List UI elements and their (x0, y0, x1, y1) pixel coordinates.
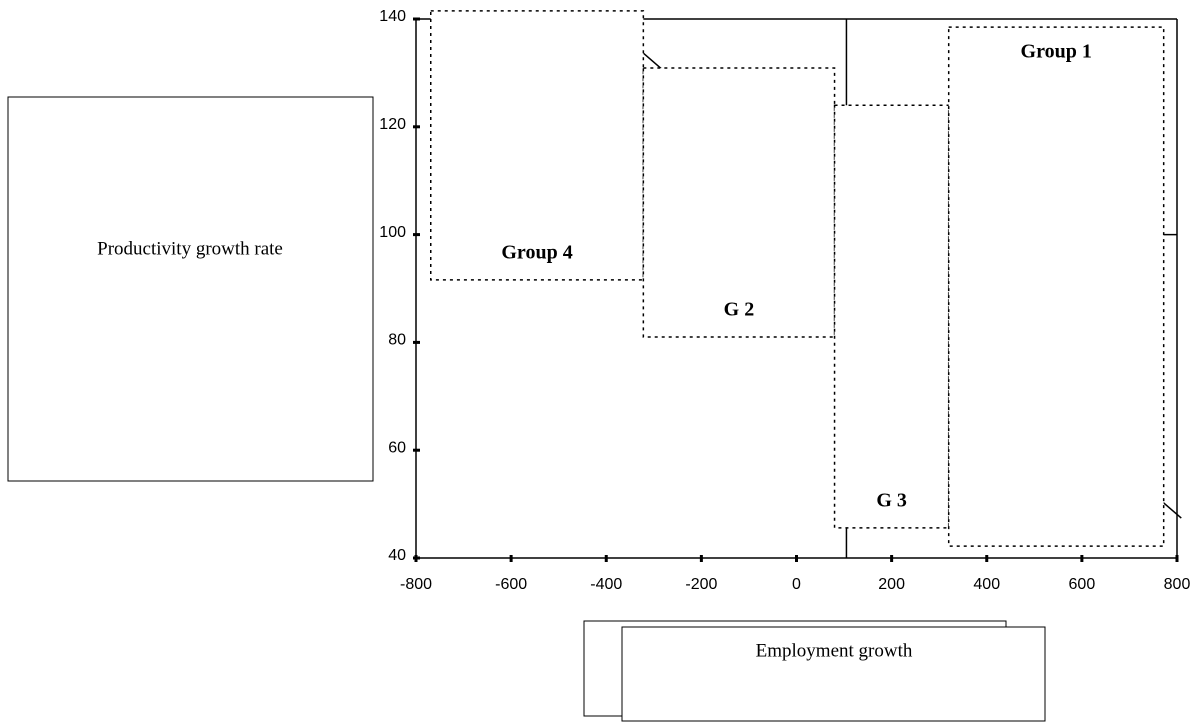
y-tick-label: 120 (379, 116, 406, 133)
y-tick-label: 80 (388, 332, 406, 349)
region (947, 26, 1165, 547)
region-label: G 3 (876, 489, 907, 511)
x-tick-label: -200 (685, 576, 717, 593)
x-tick-label: -400 (590, 576, 622, 593)
region (642, 67, 836, 338)
y-tick-label: 60 (388, 439, 406, 456)
x-tick-label: 400 (973, 576, 1000, 593)
region-label: G 2 (724, 299, 755, 321)
x-tick-label: 600 (1069, 576, 1096, 593)
x-axis-label: Employment growth (756, 640, 913, 661)
region (429, 10, 645, 281)
region-label: Group 1 (1021, 41, 1092, 63)
x-tick-label: -600 (495, 576, 527, 593)
region (833, 104, 950, 529)
x-tick-label: -800 (400, 576, 432, 593)
x-tick-label: 200 (878, 576, 905, 593)
x-tick-label: 0 (792, 576, 801, 593)
x-label-box (621, 626, 1046, 722)
y-axis-label: Productivity growth rate (97, 238, 283, 259)
y-tick-label: 40 (388, 547, 406, 564)
y-tick-label: 140 (379, 8, 406, 25)
x-tick-label: 800 (1164, 576, 1191, 593)
y-tick-label: 100 (379, 224, 406, 241)
y-label-box (7, 96, 374, 482)
region-label: Group 4 (501, 241, 572, 263)
